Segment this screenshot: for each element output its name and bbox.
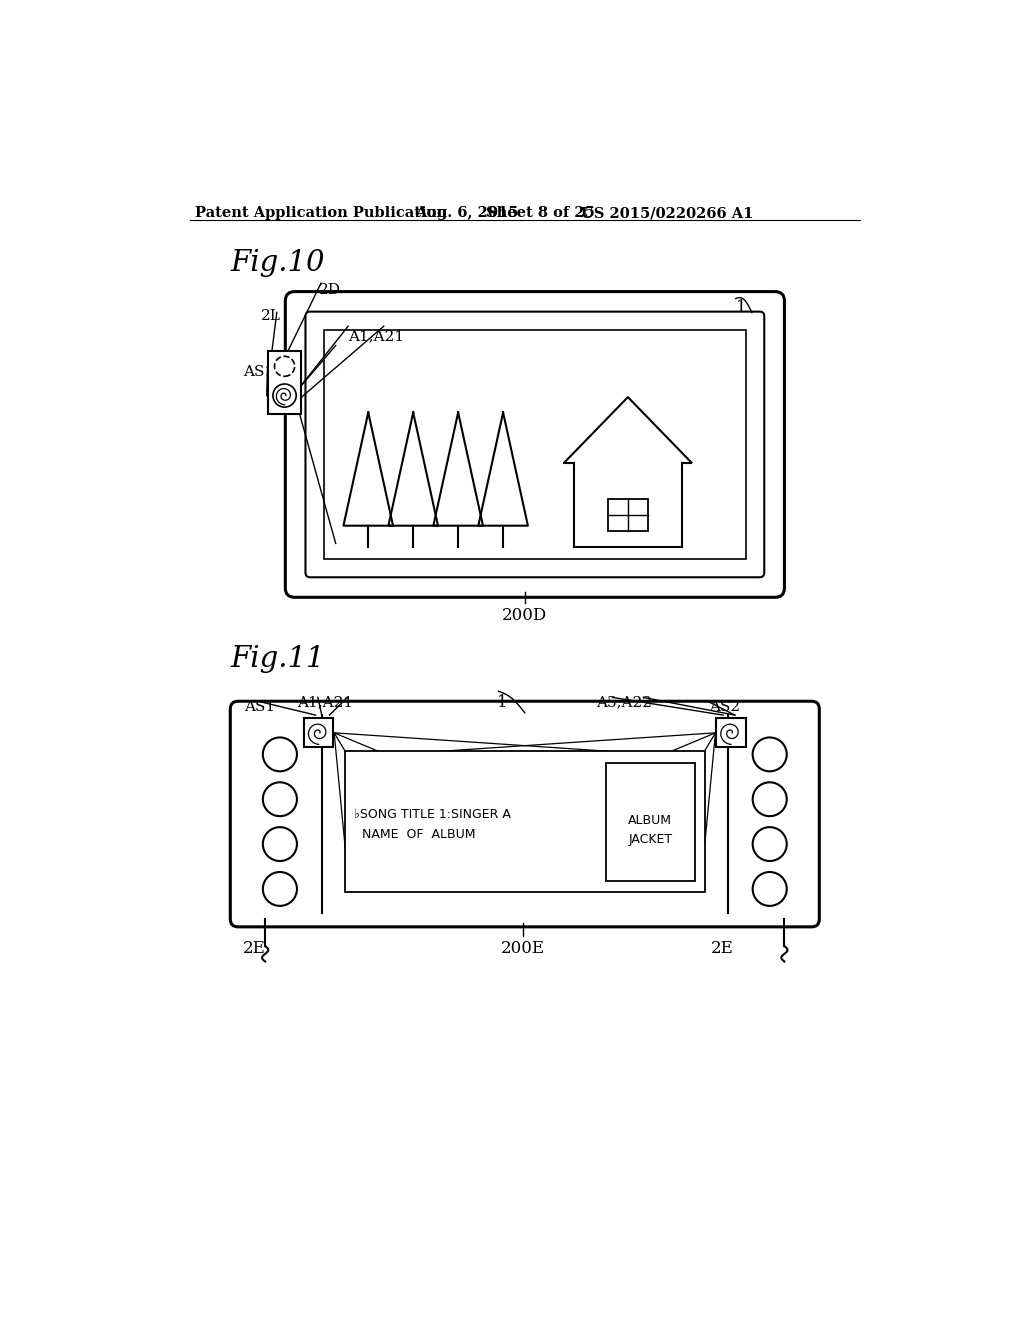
Text: A5,A22: A5,A22 [596, 696, 652, 709]
Circle shape [753, 783, 786, 816]
Text: JACKET: JACKET [629, 833, 673, 846]
Text: 2L: 2L [261, 309, 282, 322]
Text: ALBUM: ALBUM [629, 813, 673, 826]
Circle shape [274, 356, 295, 376]
Text: 1: 1 [735, 298, 746, 315]
Text: Fig.10: Fig.10 [230, 249, 325, 277]
Bar [324, 330, 745, 558]
Text: Sheet 8 of 25: Sheet 8 of 25 [486, 206, 595, 220]
Circle shape [753, 828, 786, 861]
Text: AS1: AS1 [245, 700, 275, 714]
Circle shape [753, 738, 786, 771]
Bar [606, 763, 695, 880]
Text: 2E: 2E [243, 940, 265, 957]
Text: 200D: 200D [502, 607, 548, 623]
Text: US 2015/0220266 A1: US 2015/0220266 A1 [582, 206, 754, 220]
Text: AS1: AS1 [243, 364, 273, 379]
Text: AS2: AS2 [710, 700, 740, 714]
Text: ♭SONG TITLE 1:SINGER A: ♭SONG TITLE 1:SINGER A [354, 808, 511, 821]
Bar [607, 499, 648, 531]
Circle shape [263, 873, 297, 906]
Text: Aug. 6, 2015: Aug. 6, 2015 [415, 206, 518, 220]
Circle shape [753, 873, 786, 906]
Circle shape [273, 384, 296, 407]
Text: A1,A21: A1,A21 [348, 330, 404, 343]
Bar [268, 351, 301, 414]
Circle shape [263, 783, 297, 816]
Text: Patent Application Publication: Patent Application Publication [196, 206, 447, 220]
Text: Fig.11: Fig.11 [230, 645, 325, 673]
Text: 200E: 200E [501, 940, 546, 957]
Bar [716, 718, 745, 747]
Bar [304, 718, 334, 747]
Text: A1,A21: A1,A21 [297, 696, 353, 709]
Bar [345, 751, 705, 892]
Text: 2D: 2D [319, 284, 341, 297]
Text: 2E: 2E [711, 940, 733, 957]
Circle shape [263, 828, 297, 861]
Text: 1: 1 [497, 693, 508, 710]
FancyBboxPatch shape [286, 292, 784, 598]
Text: NAME  OF  ALBUM: NAME OF ALBUM [354, 828, 476, 841]
FancyBboxPatch shape [230, 701, 819, 927]
Circle shape [263, 738, 297, 771]
